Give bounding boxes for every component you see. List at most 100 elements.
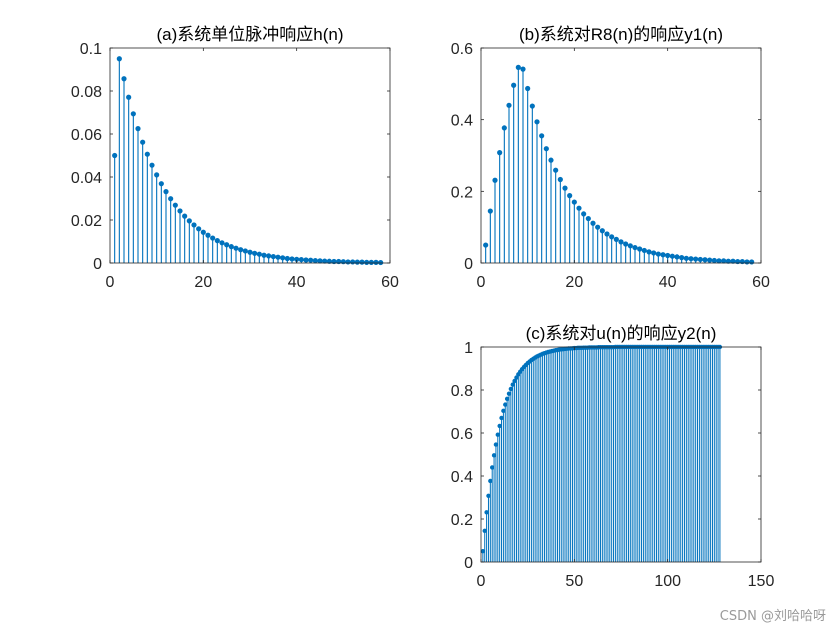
stem-marker xyxy=(266,253,272,259)
y-tick-label: 1 xyxy=(464,340,473,357)
stem-marker xyxy=(660,252,666,258)
x-tick-label: 150 xyxy=(748,573,775,590)
stem-marker xyxy=(158,181,164,187)
stem-series xyxy=(483,64,755,265)
stem-marker xyxy=(378,259,384,266)
stem-marker xyxy=(172,202,178,208)
stem-marker xyxy=(289,256,295,262)
stem-marker xyxy=(322,258,328,264)
stem-marker xyxy=(205,232,211,238)
stem-series xyxy=(480,344,723,562)
stem-marker xyxy=(646,249,652,255)
stem-marker xyxy=(567,193,573,199)
stem-marker xyxy=(665,252,671,259)
x-tick-label: 60 xyxy=(752,274,770,291)
y-tick-label: 0.1 xyxy=(80,41,102,58)
stem-marker xyxy=(368,259,374,265)
stem-marker xyxy=(613,236,619,242)
stem-marker xyxy=(711,257,717,264)
stem-marker xyxy=(697,256,703,263)
stem-marker xyxy=(303,257,309,263)
stem-marker xyxy=(233,245,239,251)
stem-marker xyxy=(144,151,150,157)
stem-marker xyxy=(298,256,304,263)
stem-marker xyxy=(571,199,577,205)
stem-marker xyxy=(140,139,146,145)
stem-marker xyxy=(688,256,694,262)
stem-marker xyxy=(506,391,512,396)
stem-marker xyxy=(261,252,267,258)
chart-title: (b)系统对R8(n)的响应y1(n) xyxy=(519,25,723,44)
y-tick-label: 0.6 xyxy=(451,426,473,443)
stem-marker xyxy=(186,218,192,224)
stem-marker xyxy=(683,255,689,261)
y-tick-label: 0.06 xyxy=(71,127,102,144)
stem-marker xyxy=(308,257,314,263)
x-tick-label: 0 xyxy=(477,274,486,291)
stem-marker xyxy=(490,465,495,470)
stem-marker xyxy=(707,257,713,263)
subplot-b-r8-response: 0 20 40 60 0 0.2 0.4 0.6 (b)系统对R8(n)的响应y1(n) xyxy=(451,25,770,291)
stem-marker xyxy=(154,172,160,178)
stem-marker xyxy=(595,224,601,230)
stem-marker xyxy=(506,102,512,108)
stem-marker xyxy=(501,125,507,131)
stem-marker xyxy=(359,259,365,265)
stem-marker xyxy=(497,423,502,429)
stem-marker xyxy=(252,250,258,256)
stem-marker xyxy=(503,402,508,407)
axes-frame xyxy=(480,346,762,563)
y-tick-label: 0.08 xyxy=(71,84,102,101)
x-tick-label: 100 xyxy=(654,573,681,590)
stem-marker xyxy=(238,247,244,253)
stem-marker xyxy=(486,493,491,498)
stem-marker xyxy=(121,76,127,82)
x-tick-label: 20 xyxy=(194,274,212,291)
stem-marker xyxy=(627,243,633,249)
subplot-c-step-response: 0 50 100 150 0 0.2 0.4 0.6 0.8 1 (c)系统对u(n)的响应y2(n… xyxy=(451,324,775,590)
y-tick-label: 0 xyxy=(464,256,473,273)
x-tick-label: 40 xyxy=(659,274,677,291)
stem-marker xyxy=(270,253,276,260)
stem-series xyxy=(112,56,384,266)
stem-marker xyxy=(599,228,605,234)
stem-marker xyxy=(163,189,169,195)
x-tick-label: 50 xyxy=(565,573,583,590)
stem-marker xyxy=(651,250,657,256)
stem-marker xyxy=(655,251,661,257)
stem-marker xyxy=(317,258,323,264)
x-tick-label: 0 xyxy=(477,573,486,590)
stem-marker xyxy=(525,85,531,92)
stem-marker xyxy=(501,408,506,414)
stem-marker xyxy=(228,244,234,250)
stem-marker xyxy=(543,146,549,152)
stem-marker xyxy=(581,211,587,217)
x-tick-label: 40 xyxy=(288,274,306,291)
stem-marker xyxy=(693,256,699,262)
stem-marker xyxy=(511,82,517,88)
stem-marker xyxy=(488,478,493,484)
stem-marker xyxy=(497,150,503,156)
axes-frame xyxy=(109,47,391,264)
stem-marker xyxy=(632,244,638,251)
y-tick-label: 0.4 xyxy=(451,469,473,486)
stem-marker xyxy=(641,247,647,254)
stem-marker xyxy=(480,549,486,554)
y-tick-label: 0 xyxy=(93,256,102,273)
stem-marker xyxy=(196,226,202,232)
stem-marker xyxy=(515,64,521,70)
stem-marker xyxy=(354,259,360,265)
stem-marker xyxy=(495,432,500,437)
stem-marker xyxy=(609,234,615,240)
stem-marker xyxy=(275,254,281,260)
y-tick-label: 0.2 xyxy=(451,512,473,529)
stem-marker xyxy=(224,242,230,248)
stem-marker xyxy=(177,208,183,214)
stem-marker xyxy=(623,241,629,247)
stem-marker xyxy=(576,205,582,211)
stem-marker xyxy=(637,246,643,252)
y-tick-label: 0.2 xyxy=(451,184,473,201)
stem-marker xyxy=(557,176,563,183)
stem-marker xyxy=(210,235,216,241)
stem-marker xyxy=(548,157,554,163)
